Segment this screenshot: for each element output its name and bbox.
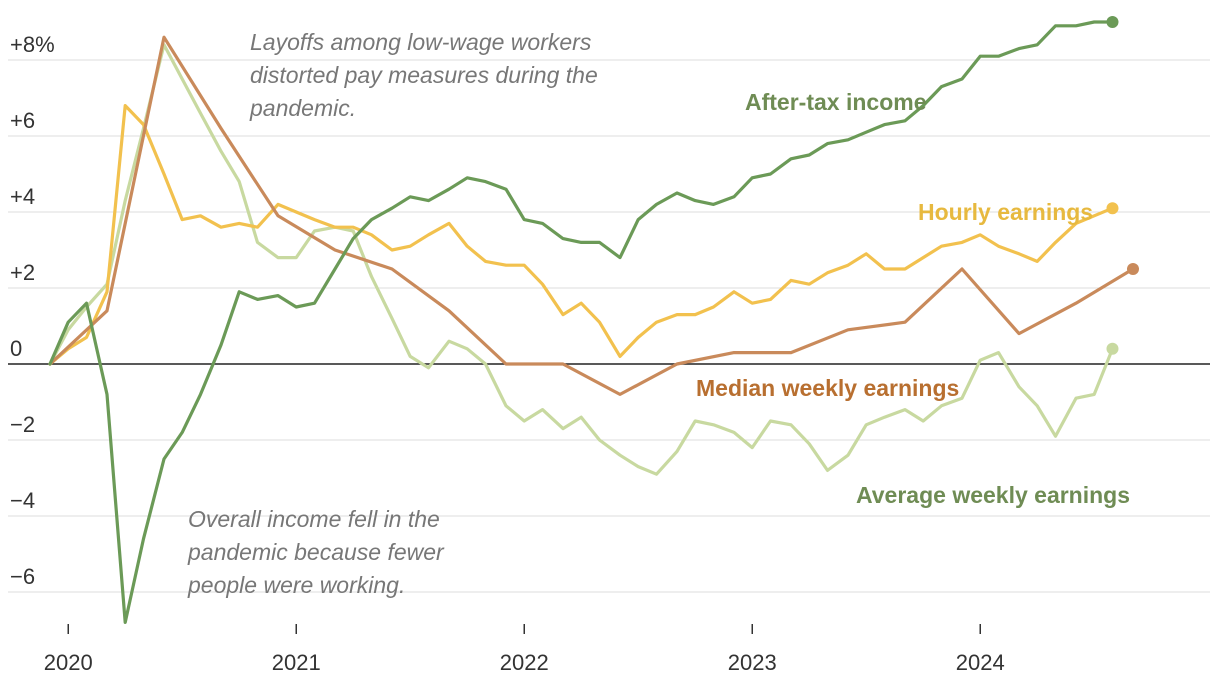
y-tick-label-7: −6 xyxy=(10,564,35,589)
income-annotation-line-1: Overall income fell in the xyxy=(188,506,440,532)
label-average-weekly-earnings: Average weekly earnings xyxy=(856,482,1130,508)
y-axis: +8% +6 +4 +2 0 −2 −4 −6 xyxy=(10,32,55,589)
y-tick-label-0: +8% xyxy=(10,32,55,57)
series-end-dot-average-weekly-earnings xyxy=(1106,342,1119,355)
x-tick-label-1: 2021 xyxy=(272,650,321,675)
income-annotation-line-3: people were working. xyxy=(187,572,405,598)
income-annotation-line-2: pandemic because fewer xyxy=(187,539,445,565)
series-line-hourly-earnings xyxy=(48,103,1115,366)
layoffs-annotation-line-3: pandemic. xyxy=(249,95,356,121)
series-labels: After-tax income Hourly earnings Median … xyxy=(696,89,1130,508)
series-lines xyxy=(48,20,1135,625)
series-line-median-weekly-earnings xyxy=(48,35,1135,396)
series-end-dots xyxy=(1106,16,1139,355)
annotations: Layoffs among low-wage workers distorted… xyxy=(187,29,598,598)
series-end-dot-hourly-earnings xyxy=(1106,202,1119,215)
label-median-weekly-earnings: Median weekly earnings xyxy=(696,375,959,401)
y-tick-label-4: 0 xyxy=(10,336,22,361)
y-tick-label-1: +6 xyxy=(10,108,35,133)
x-axis: 2020 2021 2022 2023 2024 xyxy=(44,624,1005,675)
y-tick-label-5: −2 xyxy=(10,412,35,437)
y-tick-label-6: −4 xyxy=(10,488,35,513)
series-end-dot-median-weekly-earnings xyxy=(1127,263,1139,275)
layoffs-annotation-line-1: Layoffs among low-wage workers xyxy=(250,29,592,55)
series-line-after-tax-income xyxy=(48,20,1115,625)
y-tick-label-3: +2 xyxy=(10,260,35,285)
x-tick-label-4: 2024 xyxy=(956,650,1005,675)
series-end-dot-after-tax-income xyxy=(1106,16,1119,28)
x-tick-label-0: 2020 xyxy=(44,650,93,675)
x-tick-label-2: 2022 xyxy=(500,650,549,675)
layoffs-annotation-line-2: distorted pay measures during the xyxy=(250,62,598,88)
label-after-tax-income: After-tax income xyxy=(745,89,926,115)
label-hourly-earnings: Hourly earnings xyxy=(918,199,1093,225)
grid-lines xyxy=(8,59,1210,593)
series-line-average-weekly-earnings xyxy=(48,43,1115,476)
y-tick-label-2: +4 xyxy=(10,184,35,209)
x-tick-label-3: 2023 xyxy=(728,650,777,675)
